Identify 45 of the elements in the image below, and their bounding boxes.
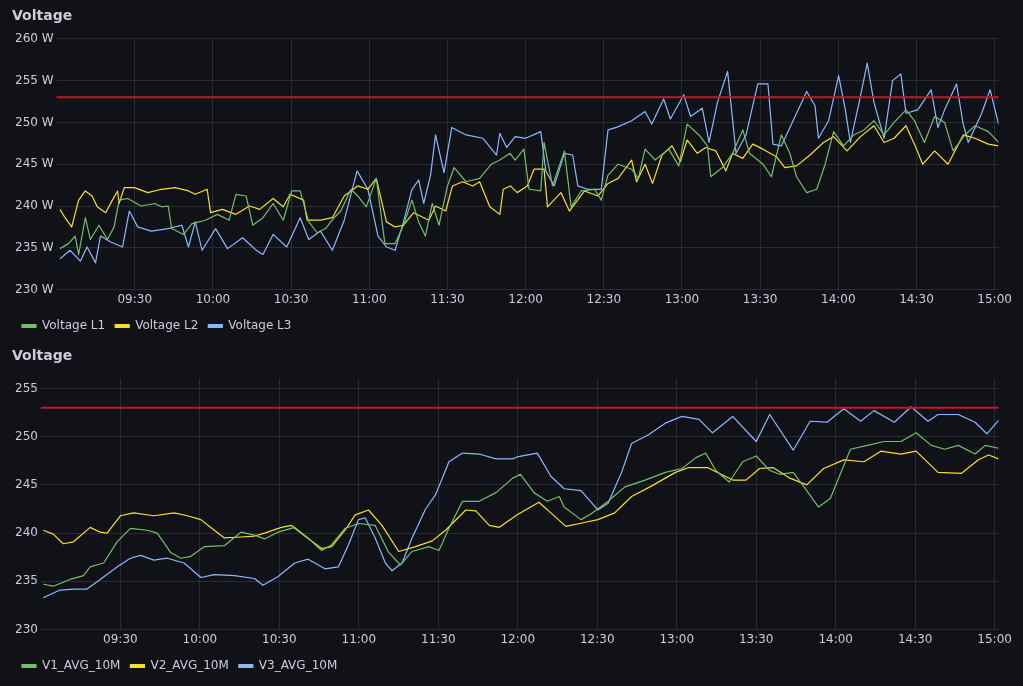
y-tick-label: 255 [15,380,38,395]
x-tick-label: 13:30 [738,631,774,646]
x-tick-label: 11:30 [421,631,456,646]
y-tick-label: 245 [15,477,38,492]
x-tick-label: 11:30 [430,291,465,306]
x-tick-label: 15:00 [977,631,1012,646]
x-tick-label: 12:30 [586,291,622,306]
y-tick-label: 240 W [14,198,54,213]
x-tick-label: 12:00 [508,291,543,306]
x-tick-label: 14:30 [897,631,933,646]
legend-label: V2_AVG_10M [150,658,229,673]
x-tick-label: 10:00 [182,631,218,646]
x-tick-label: 11:00 [341,631,377,646]
y-tick-label: 260 W [14,30,54,45]
x-tick-label: 14:00 [818,631,853,646]
x-tick-label: 15:00 [977,291,1012,306]
x-tick-label: 09:30 [103,631,138,646]
legend-label: Voltage L2 [135,318,199,333]
x-tick-label: 11:00 [351,291,387,306]
legend-label: Voltage L3 [228,318,292,333]
x-tick-label: 10:00 [195,291,231,306]
y-tick-label: 240 [15,525,38,540]
legend-label: V3_AVG_10M [258,658,338,673]
x-tick-label: 14:00 [821,291,856,306]
x-tick-label: 12:00 [500,631,536,646]
chart-title: Voltage [12,7,73,24]
y-tick-label: 250 W [14,114,54,129]
legend-label: Voltage L1 [42,318,106,333]
x-tick-label: 13:00 [664,291,700,306]
y-tick-label: 230 [15,621,38,636]
chart-title: Voltage [12,347,73,364]
x-tick-label: 13:30 [742,291,778,306]
x-tick-label: 13:00 [659,631,695,646]
y-tick-label: 250 [15,428,38,443]
y-tick-label: 235 [15,573,38,588]
x-tick-label: 12:30 [579,631,615,646]
y-tick-label: 255 W [14,72,54,87]
x-tick-label: 10:30 [262,631,297,646]
y-tick-label: 245 W [14,156,54,171]
y-tick-label: 230 W [14,281,54,296]
x-tick-label: 09:30 [117,291,153,306]
y-tick-label: 235 W [14,239,54,254]
x-tick-label: 10:30 [273,291,309,306]
x-tick-label: 14:30 [899,291,934,306]
legend-label: V1_AVG_10M [42,658,121,673]
